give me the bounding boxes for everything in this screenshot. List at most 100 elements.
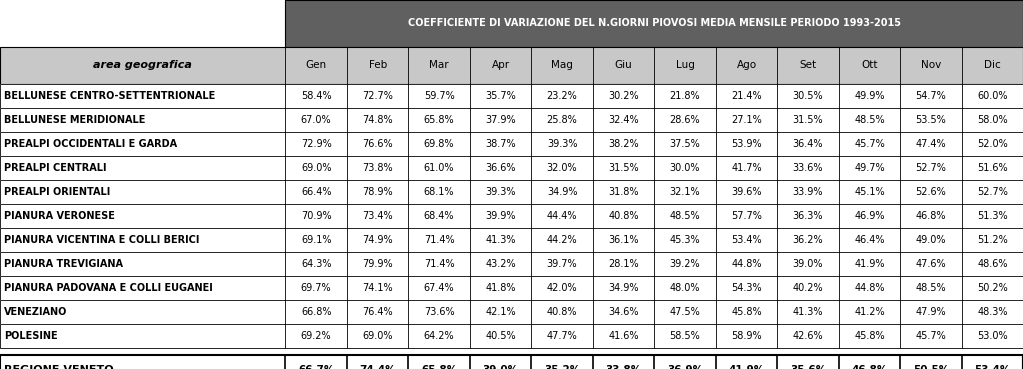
- Bar: [0, 276, 1023, 300]
- Text: 74.4%: 74.4%: [359, 366, 396, 369]
- Text: Feb: Feb: [368, 61, 387, 70]
- Text: 44.8%: 44.8%: [854, 283, 885, 293]
- Text: 39.9%: 39.9%: [485, 211, 516, 221]
- Text: 50.5%: 50.5%: [913, 366, 949, 369]
- Text: 67.0%: 67.0%: [301, 115, 331, 125]
- Text: 52.0%: 52.0%: [977, 139, 1008, 149]
- Text: 47.7%: 47.7%: [546, 331, 577, 341]
- Text: 65.8%: 65.8%: [421, 366, 457, 369]
- Text: 69.1%: 69.1%: [301, 235, 331, 245]
- Text: 48.5%: 48.5%: [916, 283, 946, 293]
- Text: 41.3%: 41.3%: [485, 235, 516, 245]
- Text: 41.2%: 41.2%: [854, 307, 885, 317]
- Text: 33.6%: 33.6%: [793, 163, 824, 173]
- Text: 78.9%: 78.9%: [362, 187, 393, 197]
- Text: 34.6%: 34.6%: [609, 307, 638, 317]
- Text: 30.2%: 30.2%: [609, 91, 639, 101]
- Text: 23.2%: 23.2%: [546, 91, 577, 101]
- Text: 33.8%: 33.8%: [606, 366, 641, 369]
- Text: Mag: Mag: [551, 61, 573, 70]
- Text: BELLUNESE CENTRO-SETTENTRIONALE: BELLUNESE CENTRO-SETTENTRIONALE: [4, 91, 216, 101]
- Text: 57.7%: 57.7%: [731, 211, 762, 221]
- Bar: [0, 228, 1023, 252]
- Bar: [0, 132, 1023, 156]
- Text: 72.7%: 72.7%: [362, 91, 393, 101]
- Bar: [0, 228, 1023, 252]
- Text: 39.0%: 39.0%: [483, 366, 519, 369]
- Text: Gen: Gen: [306, 61, 326, 70]
- Text: 79.9%: 79.9%: [362, 259, 393, 269]
- Text: 45.8%: 45.8%: [854, 331, 885, 341]
- Bar: [0, 84, 1023, 108]
- Text: 47.5%: 47.5%: [670, 307, 701, 317]
- Text: 40.5%: 40.5%: [485, 331, 516, 341]
- Text: 21.4%: 21.4%: [731, 91, 762, 101]
- Bar: [0, 180, 1023, 204]
- Text: 31.5%: 31.5%: [793, 115, 824, 125]
- Text: area geografica: area geografica: [93, 61, 192, 70]
- Bar: [0, 300, 1023, 324]
- Text: 44.2%: 44.2%: [546, 235, 577, 245]
- Text: 50.2%: 50.2%: [977, 283, 1008, 293]
- Bar: [0, 355, 1023, 369]
- Text: 69.8%: 69.8%: [424, 139, 454, 149]
- Text: 38.2%: 38.2%: [609, 139, 639, 149]
- Text: 65.8%: 65.8%: [424, 115, 454, 125]
- Text: 42.6%: 42.6%: [793, 331, 824, 341]
- Bar: [0, 204, 1023, 228]
- Text: 71.4%: 71.4%: [424, 259, 454, 269]
- Text: Dic: Dic: [984, 61, 1000, 70]
- Text: 41.8%: 41.8%: [485, 283, 516, 293]
- Text: 53.9%: 53.9%: [731, 139, 762, 149]
- Text: VENEZIANO: VENEZIANO: [4, 307, 68, 317]
- Text: 66.4%: 66.4%: [301, 187, 331, 197]
- Text: 39.3%: 39.3%: [485, 187, 516, 197]
- Text: 39.6%: 39.6%: [731, 187, 762, 197]
- Text: 45.3%: 45.3%: [670, 235, 701, 245]
- Text: 41.6%: 41.6%: [609, 331, 638, 341]
- Text: 74.9%: 74.9%: [362, 235, 393, 245]
- Text: 36.6%: 36.6%: [485, 163, 516, 173]
- Text: Lug: Lug: [675, 61, 695, 70]
- Bar: [0, 180, 1023, 204]
- Text: 73.4%: 73.4%: [362, 211, 393, 221]
- Bar: [0, 108, 1023, 132]
- Text: PREALPI ORIENTALI: PREALPI ORIENTALI: [4, 187, 110, 197]
- Text: PREALPI OCCIDENTALI E GARDA: PREALPI OCCIDENTALI E GARDA: [4, 139, 177, 149]
- Text: 36.4%: 36.4%: [793, 139, 824, 149]
- Text: 21.8%: 21.8%: [670, 91, 701, 101]
- Text: 51.2%: 51.2%: [977, 235, 1008, 245]
- Text: 43.2%: 43.2%: [485, 259, 516, 269]
- Text: 32.4%: 32.4%: [609, 115, 639, 125]
- Text: 36.9%: 36.9%: [667, 366, 703, 369]
- Text: 41.9%: 41.9%: [854, 259, 885, 269]
- Text: 36.3%: 36.3%: [793, 211, 824, 221]
- Text: 31.5%: 31.5%: [609, 163, 639, 173]
- Text: 61.0%: 61.0%: [424, 163, 454, 173]
- Text: Ago: Ago: [737, 61, 757, 70]
- Text: 35.7%: 35.7%: [485, 91, 516, 101]
- Bar: [0, 47, 1023, 84]
- Text: 45.7%: 45.7%: [916, 331, 946, 341]
- Text: 41.3%: 41.3%: [793, 307, 824, 317]
- Text: 32.1%: 32.1%: [670, 187, 701, 197]
- Text: 28.6%: 28.6%: [670, 115, 701, 125]
- Text: 30.0%: 30.0%: [670, 163, 701, 173]
- Text: 51.6%: 51.6%: [977, 163, 1008, 173]
- Text: 46.9%: 46.9%: [854, 211, 885, 221]
- Text: 45.1%: 45.1%: [854, 187, 885, 197]
- Text: Apr: Apr: [491, 61, 509, 70]
- Bar: [0, 355, 1023, 369]
- Text: 49.0%: 49.0%: [916, 235, 946, 245]
- Text: 74.8%: 74.8%: [362, 115, 393, 125]
- Text: BELLUNESE MERIDIONALE: BELLUNESE MERIDIONALE: [4, 115, 145, 125]
- Text: 48.6%: 48.6%: [977, 259, 1008, 269]
- Bar: [285, 0, 1023, 47]
- Text: 45.8%: 45.8%: [731, 307, 762, 317]
- Text: 48.3%: 48.3%: [977, 307, 1008, 317]
- Text: Ott: Ott: [861, 61, 878, 70]
- Text: 37.9%: 37.9%: [485, 115, 516, 125]
- Text: 49.9%: 49.9%: [854, 91, 885, 101]
- Bar: [0, 108, 1023, 132]
- Text: 48.5%: 48.5%: [670, 211, 701, 221]
